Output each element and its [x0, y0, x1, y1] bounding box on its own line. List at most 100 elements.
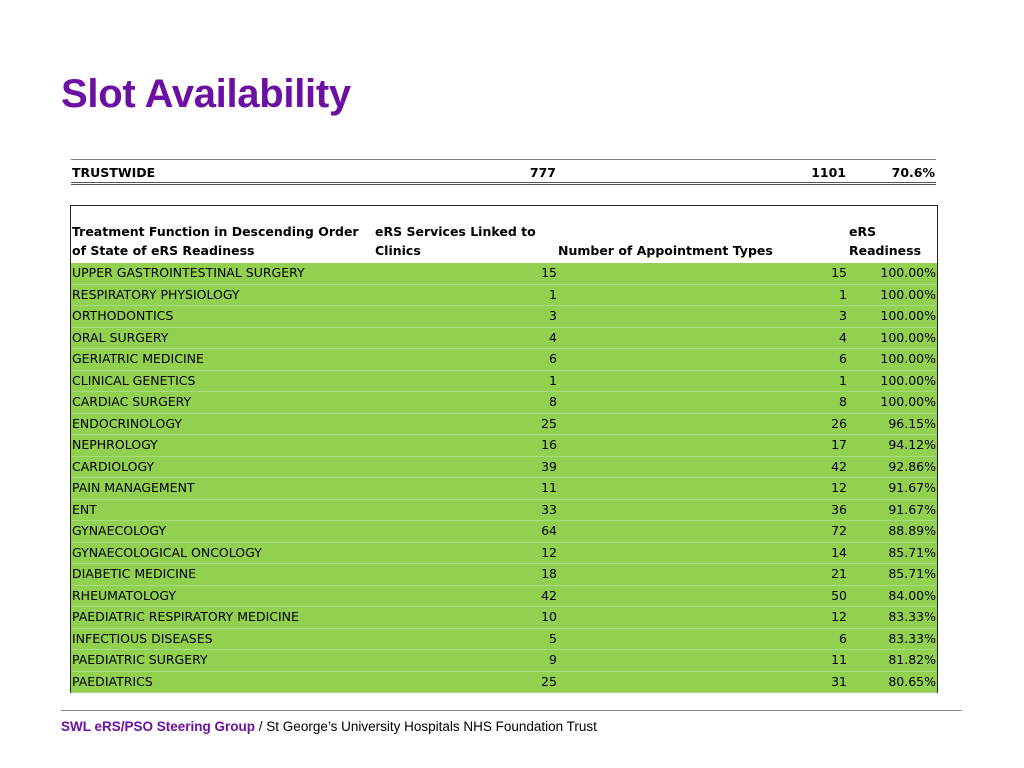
row-treatment-function: GYNAECOLOGICAL ONCOLOGY	[72, 544, 262, 560]
row-treatment-function: ENT	[72, 501, 97, 517]
trustwide-types-total: 1101	[811, 165, 846, 180]
row-ers-readiness: 100.00%	[880, 351, 936, 366]
row-treatment-function: GERIATRIC MEDICINE	[72, 351, 204, 366]
row-appointment-types: 1	[839, 286, 847, 302]
table-row: RESPIRATORY PHYSIOLOGY 1 1 100.00%	[71, 284, 937, 306]
row-ers-readiness: 100.00%	[880, 265, 936, 280]
table-row: CLINICAL GENETICS 1 1 100.00%	[71, 370, 937, 392]
row-appointment-types: 6	[839, 630, 847, 646]
row-appointment-types: 72	[831, 523, 847, 538]
header-treatment-function: Treatment Function in Descending Order o…	[72, 224, 359, 258]
row-ers-linked: 11	[541, 480, 557, 495]
row-appointment-types: 42	[831, 458, 847, 474]
row-ers-linked: 8	[549, 394, 557, 409]
row-ers-readiness: 85.71%	[888, 544, 936, 560]
row-ers-linked: 9	[549, 652, 557, 667]
row-ers-linked: 10	[541, 609, 557, 624]
row-ers-readiness: 92.86%	[888, 458, 936, 474]
row-ers-readiness: 85.71%	[888, 566, 936, 581]
row-treatment-function: CARDIAC SURGERY	[72, 394, 192, 409]
row-treatment-function: PAEDIATRIC RESPIRATORY MEDICINE	[72, 609, 299, 624]
row-appointment-types: 6	[839, 351, 847, 366]
row-appointment-types: 12	[831, 609, 847, 624]
table-row: PAEDIATRIC RESPIRATORY MEDICINE 10 12 83.33…	[71, 607, 937, 629]
row-ers-linked: 5	[549, 630, 557, 646]
row-ers-linked: 16	[541, 437, 557, 452]
row-treatment-function: CLINICAL GENETICS	[72, 372, 196, 388]
row-appointment-types: 3	[839, 308, 847, 323]
table-row: ENT 33 36 91.67%	[71, 499, 937, 521]
table-row: RHEUMATOLOGY 42 50 84.00%	[71, 585, 937, 607]
table-header: Treatment Function in Descending Order o…	[71, 206, 937, 263]
table-row: GYNAECOLOGICAL ONCOLOGY 12 14 85.71%	[71, 542, 937, 564]
row-ers-linked: 15	[541, 265, 557, 280]
row-appointment-types: 11	[831, 652, 847, 667]
row-ers-linked: 25	[541, 673, 557, 689]
row-ers-readiness: 83.33%	[888, 630, 936, 646]
row-ers-linked: 39	[541, 458, 557, 474]
row-ers-linked: 1	[549, 372, 557, 388]
row-appointment-types: 14	[831, 544, 847, 560]
row-ers-readiness: 81.82%	[888, 652, 936, 667]
row-ers-readiness: 91.67%	[888, 501, 936, 517]
trustwide-label: TRUSTWIDE	[72, 165, 156, 180]
row-treatment-function: PAEDIATRICS	[72, 673, 153, 689]
table-row: PAEDIATRIC SURGERY 9 11 81.82%	[71, 650, 937, 672]
row-ers-readiness: 100.00%	[880, 286, 936, 302]
row-treatment-function: CARDIOLOGY	[72, 458, 155, 474]
table-row: ORTHODONTICS 3 3 100.00%	[71, 306, 937, 328]
table-row: PAIN MANAGEMENT 11 12 91.67%	[71, 478, 937, 500]
row-appointment-types: 17	[831, 437, 847, 452]
trustwide-linked-total: 777	[529, 165, 556, 180]
table-row: CARDIAC SURGERY 8 8 100.00%	[71, 392, 937, 414]
row-appointment-types: 50	[831, 587, 847, 603]
table-row: UPPER GASTROINTESTINAL SURGERY 15 15 100.00…	[71, 263, 937, 285]
row-treatment-function: RHEUMATOLOGY	[72, 587, 177, 603]
table-row: GYNAECOLOGY 64 72 88.89%	[71, 521, 937, 543]
footer: SWL eRS/PSO Steering Group / St George’s…	[61, 719, 597, 734]
row-ers-readiness: 80.65%	[888, 673, 936, 689]
table-row: PAEDIATRICS 25 31 80.65%	[71, 671, 937, 693]
row-ers-linked: 3	[549, 308, 557, 323]
footer-divider	[61, 710, 962, 711]
row-treatment-function: UPPER GASTROINTESTINAL SURGERY	[72, 265, 305, 280]
table-row: DIABETIC MEDICINE 18 21 85.71%	[71, 564, 937, 586]
row-appointment-types: 36	[831, 501, 847, 517]
row-appointment-types: 15	[831, 265, 847, 280]
row-ers-linked: 12	[541, 544, 557, 560]
row-appointment-types: 1	[839, 372, 847, 388]
table-row: NEPHROLOGY 16 17 94.12%	[71, 435, 937, 457]
row-appointment-types: 12	[831, 480, 847, 495]
row-appointment-types: 8	[839, 394, 847, 409]
header-ers-linked: eRS Services Linked to Clinics	[375, 224, 536, 258]
table-row: CARDIOLOGY 39 42 92.86%	[71, 456, 937, 478]
row-treatment-function: PAIN MANAGEMENT	[72, 480, 195, 495]
footer-trust: / St George’s University Hospitals NHS F…	[258, 719, 597, 734]
table-row: ENDOCRINOLOGY 25 26 96.15%	[71, 413, 937, 435]
header-appointment-types: Number of Appointment Types	[558, 243, 773, 258]
row-treatment-function: ORTHODONTICS	[72, 308, 174, 323]
footer-organisation: SWL eRS/PSO Steering Group	[61, 719, 256, 734]
table-row: ORAL SURGERY 4 4 100.00%	[71, 327, 937, 349]
row-appointment-types: 26	[831, 415, 847, 431]
row-treatment-function: RESPIRATORY PHYSIOLOGY	[72, 286, 240, 302]
row-ers-readiness: 96.15%	[888, 415, 936, 431]
row-treatment-function: DIABETIC MEDICINE	[72, 566, 197, 581]
row-treatment-function: GYNAECOLOGY	[72, 523, 167, 538]
row-treatment-function: INFECTIOUS DISEASES	[72, 630, 213, 646]
row-ers-readiness: 91.67%	[888, 480, 936, 495]
table-body: UPPER GASTROINTESTINAL SURGERY 15 15 100.00…	[71, 263, 937, 693]
row-appointment-types: 21	[831, 566, 847, 581]
row-ers-readiness: 100.00%	[880, 329, 936, 345]
row-ers-linked: 25	[541, 415, 557, 431]
row-ers-linked: 33	[541, 501, 557, 517]
row-ers-linked: 18	[541, 566, 557, 581]
readiness-table: Treatment Function in Descending Order o…	[70, 205, 938, 693]
row-ers-linked: 42	[541, 587, 557, 603]
row-ers-readiness: 100.00%	[880, 394, 936, 409]
row-treatment-function: NEPHROLOGY	[72, 437, 158, 452]
row-appointment-types: 4	[839, 329, 847, 345]
row-treatment-function: PAEDIATRIC SURGERY	[72, 652, 208, 667]
table-row: INFECTIOUS DISEASES 5 6 83.33%	[71, 628, 937, 650]
trustwide-summary-row: TRUSTWIDE 777 1101 70.6%	[71, 159, 936, 185]
